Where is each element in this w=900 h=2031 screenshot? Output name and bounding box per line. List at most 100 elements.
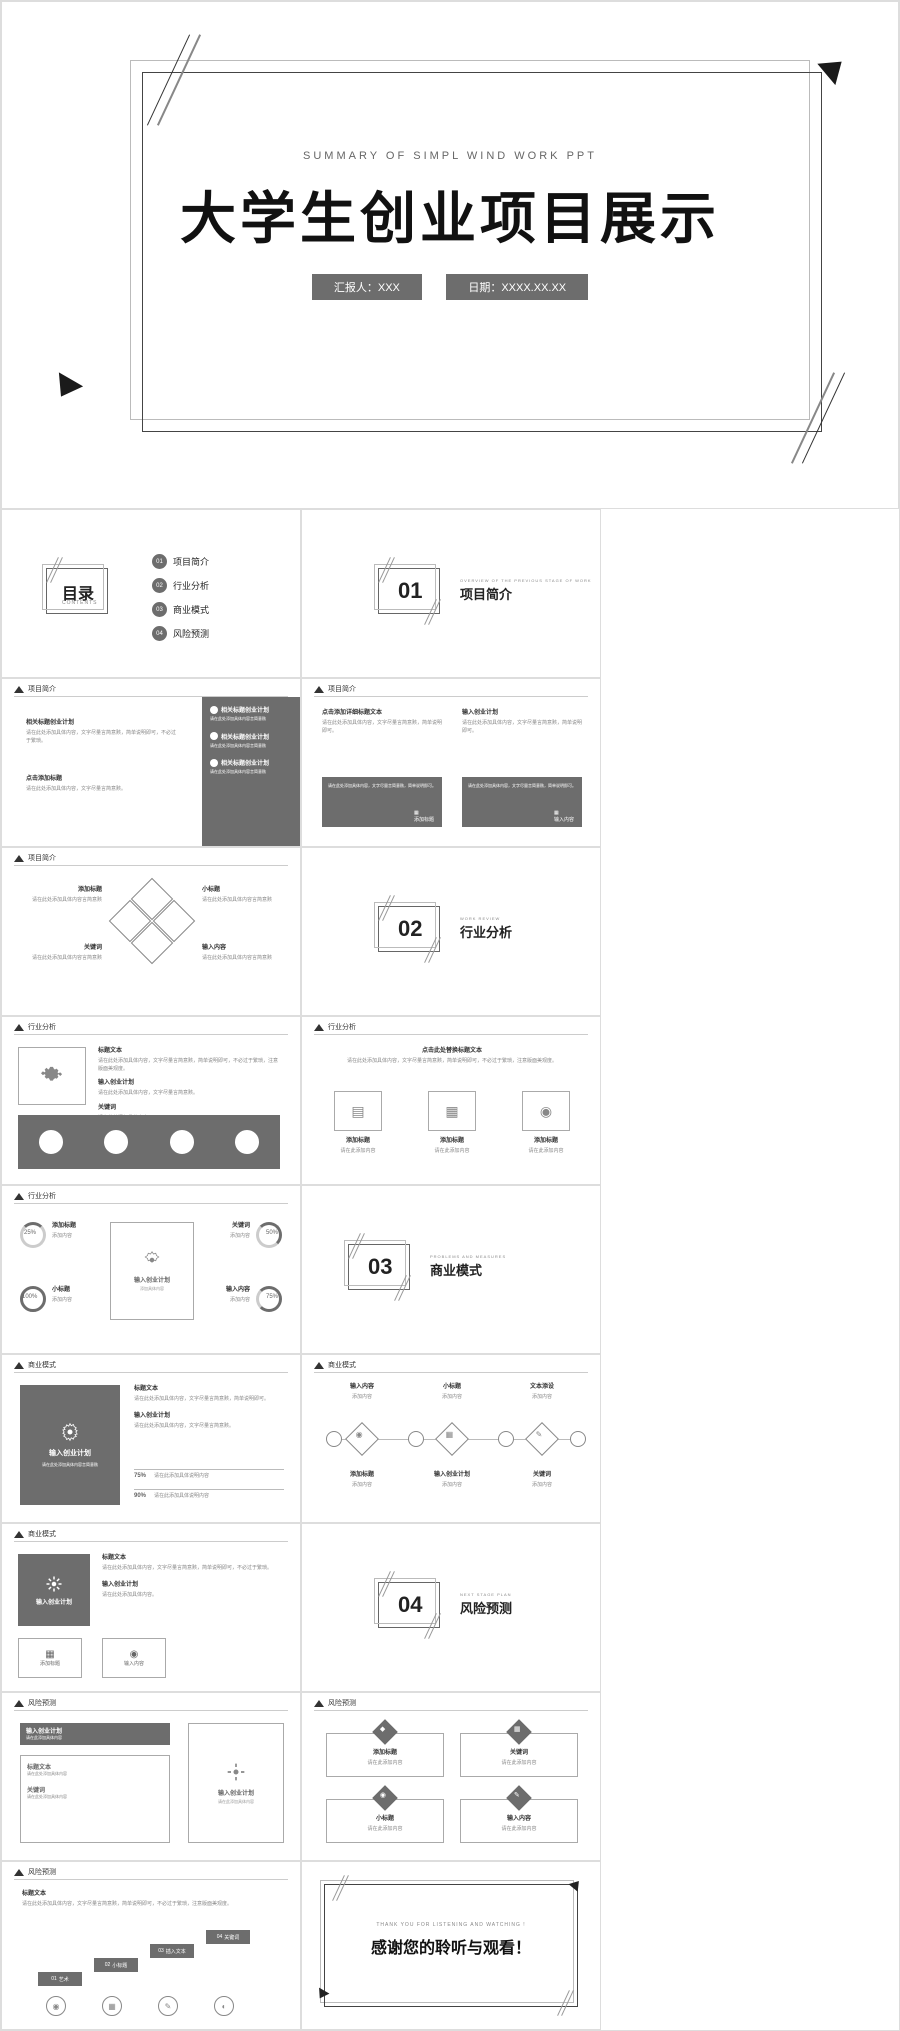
text-block: 点击添加标题 请在此处添加具体内容，文字尽量言简意赅。	[26, 775, 176, 794]
date-pill: 日期：XXXX.XX.XX	[446, 274, 588, 300]
text-block: 输入创业计划 请在此处添加具体内容，文字尽量言简意赅，简单说明即可。	[462, 709, 582, 735]
label-block: 添加标题请在此添加内容	[420, 1137, 484, 1156]
triangle-icon	[14, 1869, 24, 1876]
divider	[314, 696, 588, 697]
slide-industry-2: 行业分析 点击此处替换标题文本 请在此处添加具体内容，文字尽量言简意赅，简单说明…	[301, 1016, 601, 1185]
label-block: 关键词添加内容	[506, 1471, 578, 1490]
divider	[14, 1203, 288, 1204]
section-title: 商业模式	[430, 1260, 482, 1279]
divider	[14, 1541, 288, 1542]
pct-label: 100%	[22, 1294, 37, 1300]
step-block: 03插入文本	[150, 1944, 194, 1958]
section-title: 风险预测	[460, 1598, 512, 1617]
text-block: 标题文本 请在此处添加具体内容，文字尽量言简意赅，简单说明即可，不必过于繁琐，注…	[98, 1047, 278, 1122]
hero-meta: 汇报人：XXX 日期：XXXX.XX.XX	[2, 274, 898, 300]
text-block: 标题文本 请在此处添加具体内容，文字尽量言简意赅，简单说明即可，不必过于繁琐。 …	[102, 1554, 282, 1599]
section-number: 02	[398, 916, 422, 942]
toc-item: 04风险预测	[152, 626, 209, 641]
center-card: 输入创业计划 添加具体内容	[110, 1222, 194, 1320]
triangle-icon	[314, 686, 324, 693]
slide-header: 项目简介	[14, 684, 56, 694]
circle-icon: ◉	[39, 1130, 63, 1154]
label-block: 添加标题请在此添加内容	[514, 1137, 578, 1156]
divider	[314, 1372, 588, 1373]
slide-header: 风险预测	[14, 1867, 56, 1877]
slide-section-04: 04 风险预测 NEXT STAGE PLAN	[301, 1523, 601, 1692]
gear-icon	[45, 1575, 63, 1593]
gear-icon	[41, 1065, 63, 1087]
section-subtitle: PROBLEMS AND MEASURES	[430, 1254, 506, 1259]
section-number: 01	[398, 578, 422, 604]
left-panel: 输入创业计划 请在此处添加具体内容言简意赅	[20, 1385, 120, 1505]
icon-card: ◉	[522, 1091, 570, 1131]
slide-final: THANK YOU FOR LISTENING AND WATCHING ! 感…	[301, 1861, 601, 2030]
slide-biz-3: 商业模式 输入创业计划 标题文本 请在此处添加具体内容，文字尽量言简意赅，简单说…	[1, 1523, 301, 1692]
toc-item: 02行业分析	[152, 578, 209, 593]
slide-proj-3: 项目简介 添加标题请在此处添加具体内容言简意赅 小标题请在此处添加具体内容言简意…	[1, 847, 301, 1016]
divider	[134, 1489, 284, 1490]
label-block: 小标题请在此处添加具体内容言简意赅	[202, 886, 282, 905]
slide-proj-1: 项目简介 相关标题创业计划 请在此处添加具体内容，文字尽量言简意赅，简单说明即可…	[1, 678, 301, 847]
slide-risk-2: 风险预测 ◆ 添加标题请在此添加内容 ▦ 关键词请在此添加内容 ◉ 小标题请在此…	[301, 1692, 601, 1861]
thumbnail-grid: 目录 CONTENTS 01项目简介 02行业分析 03商业模式 04风险预测 …	[1, 509, 899, 2030]
divider	[14, 1034, 288, 1035]
slide-section-03: 03 商业模式 PROBLEMS AND MEASURES	[301, 1185, 601, 1354]
icon-row: ◉ ▦ ✎ ◐	[18, 1115, 280, 1169]
label-block: 添加标题添加内容	[326, 1471, 398, 1490]
diamond-node: ◉	[345, 1422, 379, 1456]
hero-subtitle: SUMMARY OF SIMPL WIND WORK PPT	[2, 150, 898, 162]
final-subtitle: THANK YOU FOR LISTENING AND WATCHING !	[302, 1922, 600, 1928]
label-block: 关键词添加内容	[200, 1222, 250, 1241]
divider	[314, 1034, 588, 1035]
circle-node	[570, 1431, 586, 1447]
divider	[14, 1710, 288, 1711]
detail-card: 标题文本 请在此处添加具体内容 关键词 请在此处添加具体内容	[20, 1755, 170, 1843]
reporter-pill: 汇报人：XXX	[312, 274, 422, 300]
text-line: 请在此添加具体说明内容	[154, 1473, 284, 1481]
title-block: 标题文本 请在此处添加具体内容，文字尽量言简意赅，简单说明即可，不必过于繁琐，注…	[22, 1890, 282, 1909]
slide-header: 风险预测	[14, 1698, 56, 1708]
contents-subtitle: CONTENTS	[62, 600, 98, 606]
right-card: 输入创业计划 请在此添加具体内容	[188, 1723, 284, 1843]
icon-block: 输入创业计划	[18, 1554, 90, 1626]
hero-slide: SUMMARY OF SIMPL WIND WORK PPT 大学生创业项目展示…	[1, 1, 899, 509]
slide-header: 商业模式	[314, 1360, 356, 1370]
slide-risk-3: 风险预测 标题文本 请在此处添加具体内容，文字尽量言简意赅，简单说明即可，不必过…	[1, 1861, 301, 2030]
icon-card: ▦	[428, 1091, 476, 1131]
text-line: 请在此添加具体说明内容	[154, 1493, 284, 1501]
triangle-icon	[14, 1024, 24, 1031]
label-block: 关键词请在此处添加具体内容言简意赅	[22, 944, 102, 963]
section-number: 03	[368, 1254, 392, 1280]
triangle-icon	[314, 1024, 324, 1031]
diamond-node: ▦	[435, 1422, 469, 1456]
label-block: 添加标题请在此添加内容	[332, 1749, 438, 1768]
text-block: 点击添加详细标题文本 请在此处添加具体内容，文字尽量言简意赅，简单说明即可。	[322, 709, 442, 735]
slide-header: 项目简介	[14, 853, 56, 863]
slide-proj-2: 项目简介 点击添加详细标题文本 请在此处添加具体内容，文字尽量言简意赅，简单说明…	[301, 678, 601, 847]
label-block: 输入内容请在此处添加具体内容言简意赅	[202, 944, 282, 963]
triangle-icon	[817, 51, 850, 85]
hero-title: 大学生创业项目展示	[2, 174, 898, 255]
icon-card	[18, 1047, 86, 1105]
triangle-icon	[14, 1193, 24, 1200]
label-block: 输入创业计划添加内容	[416, 1471, 488, 1490]
pct-label: 90%	[134, 1493, 146, 1499]
circle-icon: ◐	[214, 1996, 234, 2016]
divider	[14, 865, 288, 866]
final-title: 感谢您的聆听与观看！	[302, 1934, 600, 1958]
label-block: 小标题添加内容	[52, 1286, 102, 1305]
gray-card: 请在此处添加具体内容，文字尽量言简意赅，简单说明即可。 ▦输入内容	[462, 777, 582, 827]
pct-label: 25%	[24, 1230, 36, 1236]
gear-icon	[143, 1251, 161, 1269]
circle-icon: ✎	[158, 1996, 178, 2016]
slide-header: 风险预测	[314, 1698, 356, 1708]
icon-card: ▤	[334, 1091, 382, 1131]
divider	[314, 1710, 588, 1711]
step-block: 01艺术	[38, 1972, 82, 1986]
circle-icon: ▦	[102, 1996, 122, 2016]
circle-icon: ◐	[235, 1130, 259, 1154]
slide-industry-3: 行业分析 25% 100% 50% 75% 添加标题添加内容 小标题添加内容 关…	[1, 1185, 301, 1354]
slide-section-02: 02 行业分析 WORK REVIEW	[301, 847, 601, 1016]
slide-section-01: 01 项目简介 OVERVIEW OF THE PREVIOUS STAGE O…	[301, 509, 601, 678]
circle-node	[326, 1431, 342, 1447]
